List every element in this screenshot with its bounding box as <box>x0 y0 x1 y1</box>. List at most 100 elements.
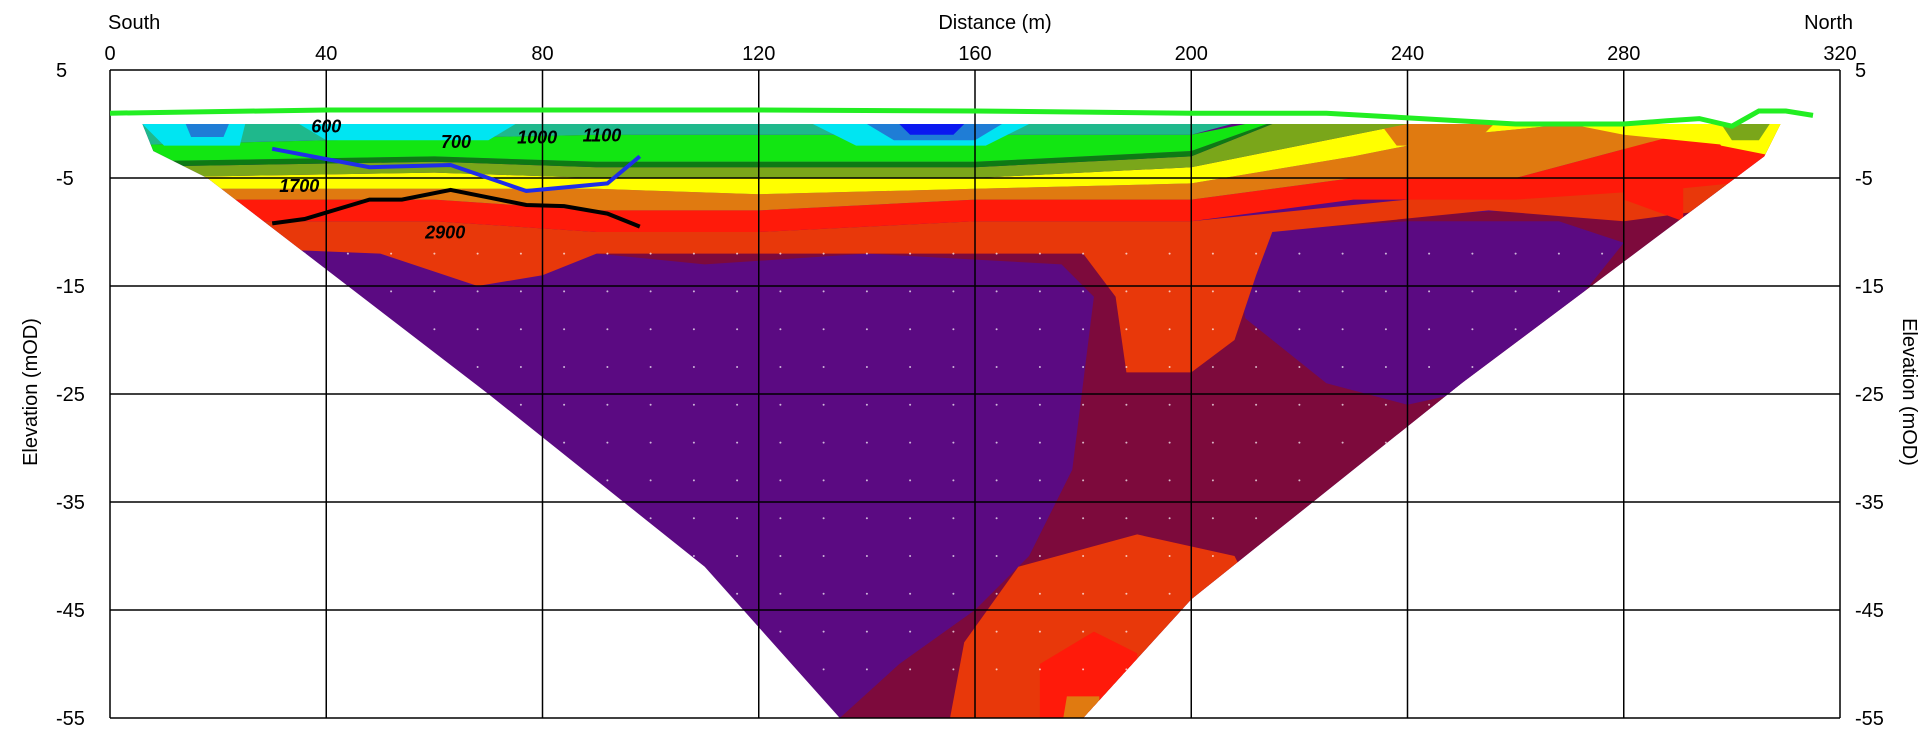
datum-point <box>1558 404 1560 406</box>
datum-point <box>1731 631 1733 633</box>
datum-point <box>909 631 911 633</box>
datum-point <box>477 555 479 557</box>
datum-point <box>1428 668 1430 670</box>
datum-point <box>260 631 262 633</box>
datum-point <box>693 668 695 670</box>
datum-point <box>1212 366 1214 368</box>
datum-point <box>217 593 219 595</box>
datum-point <box>1731 328 1733 330</box>
datum-point <box>1169 404 1171 406</box>
datum-point <box>1342 593 1344 595</box>
y-tick-label-left: -25 <box>56 384 85 406</box>
y-tick-label-left: -35 <box>56 492 85 514</box>
datum-point <box>823 479 825 481</box>
datum-point <box>433 593 435 595</box>
datum-point <box>823 253 825 255</box>
datum-point <box>1385 593 1387 595</box>
datum-point <box>433 290 435 292</box>
datum-point <box>260 668 262 670</box>
datum-point <box>433 404 435 406</box>
datum-point <box>909 290 911 292</box>
datum-point <box>693 253 695 255</box>
datum-point <box>996 668 998 670</box>
datum-point <box>909 253 911 255</box>
datum-point <box>1039 290 1041 292</box>
datum-point <box>347 479 349 481</box>
datum-point <box>996 253 998 255</box>
datum-point <box>1255 366 1257 368</box>
datum-point <box>1515 253 1517 255</box>
datum-point <box>433 366 435 368</box>
datum-point <box>1428 328 1430 330</box>
ground-surface-line <box>110 110 1813 126</box>
datum-point <box>779 517 781 519</box>
datum-point <box>1644 253 1646 255</box>
datum-point <box>563 404 565 406</box>
datum-point <box>606 517 608 519</box>
y-tick-label-left: -15 <box>56 276 85 298</box>
datum-point <box>779 290 781 292</box>
datum-point <box>823 404 825 406</box>
datum-point <box>779 253 781 255</box>
datum-point <box>1688 366 1690 368</box>
datum-point <box>1688 517 1690 519</box>
datum-point <box>1428 631 1430 633</box>
datum-point <box>1644 290 1646 292</box>
datum-point <box>1471 555 1473 557</box>
datum-point <box>1125 593 1127 595</box>
datum-point <box>520 404 522 406</box>
datum-point <box>1601 290 1603 292</box>
datum-point <box>1515 442 1517 444</box>
datum-point <box>823 517 825 519</box>
datum-point <box>1255 404 1257 406</box>
datum-point <box>909 479 911 481</box>
datum-point <box>1601 366 1603 368</box>
datum-point <box>1298 290 1300 292</box>
datum-point <box>1558 631 1560 633</box>
datum-point <box>996 404 998 406</box>
datum-point <box>1471 593 1473 595</box>
datum-point <box>520 668 522 670</box>
datum-point <box>260 290 262 292</box>
datum-point <box>1688 668 1690 670</box>
datum-point <box>779 668 781 670</box>
contour-label: 1700 <box>279 176 319 196</box>
x-tick-label: 240 <box>1391 43 1424 65</box>
datum-point <box>779 404 781 406</box>
datum-point <box>1428 593 1430 595</box>
datum-point <box>1212 442 1214 444</box>
datum-point <box>1731 404 1733 406</box>
datum-point <box>606 442 608 444</box>
datum-point <box>866 366 868 368</box>
datum-point <box>1385 253 1387 255</box>
datum-point <box>1644 631 1646 633</box>
datum-point <box>823 593 825 595</box>
datum-point <box>1688 253 1690 255</box>
datum-point <box>1169 442 1171 444</box>
datum-point <box>1688 555 1690 557</box>
datum-point <box>606 479 608 481</box>
datum-point <box>1082 593 1084 595</box>
datum-point <box>390 668 392 670</box>
x-tick-label: 160 <box>958 43 991 65</box>
datum-point <box>650 555 652 557</box>
datum-point <box>1039 366 1041 368</box>
datum-point <box>909 593 911 595</box>
datum-point <box>866 442 868 444</box>
datum-point <box>1125 442 1127 444</box>
y-axis-title-left: Elevation (mOD) <box>20 318 42 466</box>
datum-point <box>520 517 522 519</box>
datum-point <box>606 366 608 368</box>
datum-point <box>1125 517 1127 519</box>
datum-point <box>304 668 306 670</box>
datum-point <box>347 555 349 557</box>
datum-point <box>433 555 435 557</box>
datum-point <box>260 479 262 481</box>
datum-point <box>1601 404 1603 406</box>
datum-point <box>1255 479 1257 481</box>
datum-point <box>866 517 868 519</box>
datum-point <box>1342 290 1344 292</box>
datum-point <box>477 668 479 670</box>
